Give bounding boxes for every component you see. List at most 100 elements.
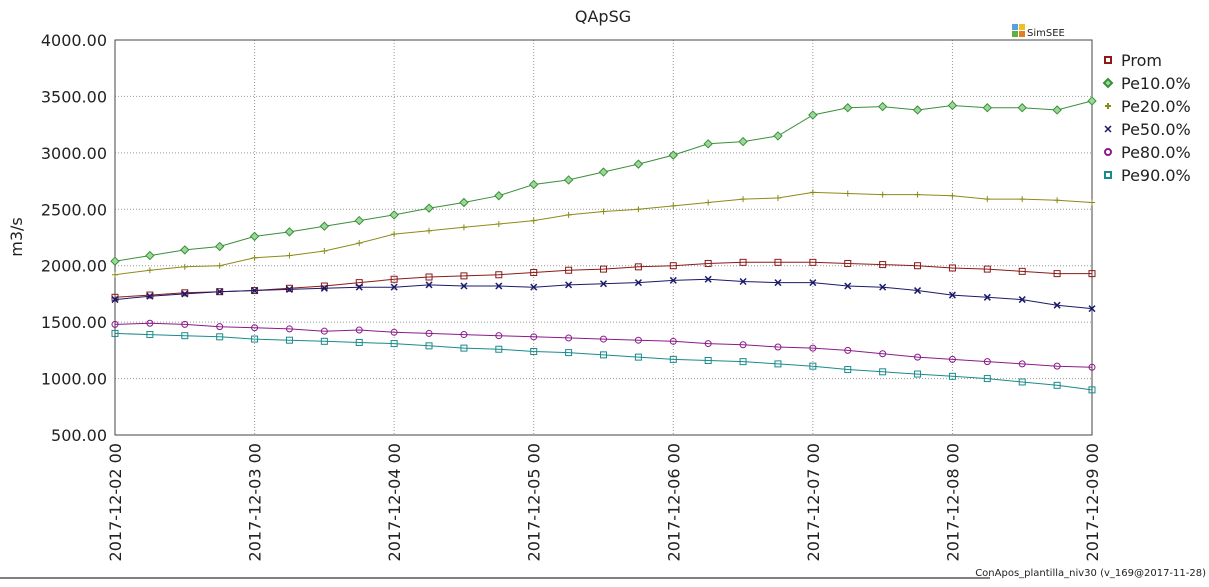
data-marker: [145, 250, 155, 261]
data-marker: [146, 319, 154, 327]
series: [111, 258, 1096, 301]
y-tick-label: 3000.00: [41, 144, 107, 163]
data-marker: [146, 292, 154, 300]
data-marker: [879, 261, 887, 269]
legend-label: Pe80.0%: [1121, 143, 1191, 162]
logo-square: [1019, 31, 1025, 37]
data-marker: [1054, 197, 1061, 204]
x-tick-label: 2017-12-07 00: [804, 443, 823, 561]
y-tick-label: 500.00: [51, 426, 107, 445]
data-marker: [530, 268, 538, 276]
data-marker: [739, 277, 747, 286]
data-marker: [879, 191, 886, 198]
data-marker: [669, 262, 677, 270]
y-tick-label: 2500.00: [41, 200, 107, 219]
data-marker: [600, 265, 607, 273]
data-marker: [214, 241, 225, 252]
series-line: [114, 191, 1093, 276]
data-marker: [599, 280, 608, 288]
data-marker: [390, 328, 398, 336]
legend-label: Prom: [1121, 51, 1162, 70]
y-tick-label: 4000.00: [41, 31, 107, 50]
data-marker: [355, 283, 363, 291]
data-marker: [565, 349, 573, 357]
series-line: [114, 100, 1093, 262]
data-marker: [948, 372, 956, 380]
data-marker: [1088, 363, 1096, 371]
data-marker: [912, 105, 923, 115]
x-tick-label: 2017-12-09 00: [1083, 443, 1102, 561]
x-tick-label: 2017-12-05 00: [525, 443, 544, 561]
data-marker: [460, 344, 468, 352]
data-marker: [495, 345, 503, 353]
data-marker: [914, 353, 922, 361]
data-marker: [705, 199, 712, 206]
data-marker: [773, 131, 783, 141]
data-marker: [1018, 296, 1026, 304]
data-marker: [181, 289, 189, 297]
data-marker: [529, 179, 539, 190]
data-marker: [1018, 267, 1026, 275]
data-marker: [111, 329, 119, 337]
data-marker: [809, 258, 817, 266]
data-marker: [948, 355, 956, 363]
data-marker: [1053, 362, 1061, 370]
data-marker: [984, 196, 991, 203]
data-marker: [1089, 199, 1095, 206]
series-line: [114, 332, 1093, 391]
data-marker: [844, 259, 852, 267]
data-marker: [879, 350, 887, 358]
series: [110, 96, 1097, 266]
series-line: [114, 322, 1093, 368]
data-marker: [251, 335, 259, 343]
data-marker: [843, 103, 853, 113]
x-tick-label: 2017-12-04 00: [385, 443, 404, 561]
data-marker: [669, 276, 677, 284]
data-marker: [914, 370, 922, 378]
brand-logo: SimSEE: [1012, 24, 1065, 39]
data-marker: [635, 206, 642, 213]
data-marker: [809, 362, 817, 370]
data-marker: [495, 282, 503, 290]
data-marker: [565, 334, 573, 342]
data-marker: [355, 326, 363, 334]
data-marker: [425, 273, 433, 281]
data-marker: [704, 357, 712, 365]
data-marker: [355, 338, 363, 346]
data-marker: [355, 279, 363, 287]
data-marker: [216, 262, 223, 269]
data-marker: [251, 324, 259, 332]
data-marker: [285, 284, 293, 292]
data-marker: [1102, 77, 1114, 89]
data-marker: [110, 256, 120, 266]
data-marker: [181, 290, 189, 298]
data-marker: [633, 159, 644, 169]
data-marker: [425, 281, 433, 289]
data-marker: [740, 196, 747, 203]
data-marker: [634, 336, 642, 344]
data-marker: [600, 335, 607, 343]
data-marker: [774, 279, 782, 287]
data-marker: [180, 245, 190, 255]
data-marker: [216, 288, 224, 296]
data-marker: [774, 258, 782, 266]
data-marker: [319, 221, 330, 231]
logo-square: [1012, 31, 1018, 37]
data-marker: [809, 189, 816, 196]
data-marker: [669, 337, 677, 345]
data-marker: [1053, 381, 1061, 389]
data-marker: [739, 341, 747, 349]
data-marker: [703, 139, 713, 149]
data-marker: [1017, 103, 1027, 113]
data-marker: [914, 191, 921, 198]
data-marker: [634, 279, 642, 287]
data-marker: [1088, 305, 1096, 313]
data-marker: [424, 203, 434, 213]
series: [111, 275, 1096, 313]
data-marker: [112, 271, 118, 278]
data-marker: [251, 254, 258, 261]
plot-frame: [114, 39, 1093, 436]
x-tick-label: 2017-12-03 00: [246, 443, 265, 561]
legend-label: Pe20.0%: [1121, 97, 1191, 116]
